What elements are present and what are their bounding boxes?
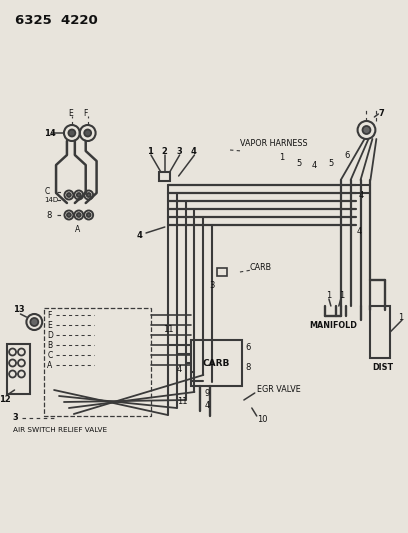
Text: 13: 13 — [13, 304, 24, 313]
Text: 10: 10 — [257, 416, 267, 424]
Text: 8: 8 — [46, 211, 51, 220]
Text: 1: 1 — [147, 148, 153, 157]
Text: F: F — [84, 109, 88, 117]
Text: 1: 1 — [326, 290, 331, 300]
Bar — [44, 308, 151, 416]
Circle shape — [363, 126, 370, 134]
Bar — [217, 268, 227, 276]
Text: 2: 2 — [162, 148, 168, 157]
Text: EGR VALVE: EGR VALVE — [257, 385, 301, 394]
Text: CARB: CARB — [250, 263, 272, 272]
Text: 3: 3 — [177, 148, 182, 157]
Text: AIR SWITCH RELIEF VALVE: AIR SWITCH RELIEF VALVE — [13, 427, 106, 433]
Text: 8: 8 — [245, 364, 250, 373]
Circle shape — [67, 193, 71, 197]
Text: D: D — [47, 330, 53, 340]
Circle shape — [67, 213, 71, 217]
Text: 4: 4 — [359, 191, 364, 200]
Text: DIST: DIST — [373, 364, 394, 373]
Text: 14D: 14D — [44, 197, 58, 203]
Bar — [159, 172, 170, 181]
Text: 6325  4220: 6325 4220 — [15, 13, 97, 27]
Text: C: C — [47, 351, 52, 359]
Text: 4: 4 — [357, 227, 362, 236]
Circle shape — [77, 193, 81, 197]
Circle shape — [87, 193, 91, 197]
Text: B: B — [47, 341, 52, 350]
Text: E: E — [68, 109, 73, 117]
Text: 11: 11 — [177, 398, 187, 407]
Text: 1: 1 — [398, 312, 404, 321]
Text: 5: 5 — [296, 158, 302, 167]
Text: 6: 6 — [245, 343, 250, 352]
Circle shape — [87, 213, 91, 217]
Text: F: F — [47, 311, 51, 319]
Text: CARB: CARB — [202, 359, 230, 367]
Text: 6: 6 — [345, 150, 350, 159]
Circle shape — [84, 130, 91, 136]
Text: A: A — [75, 224, 80, 233]
Text: 1: 1 — [339, 290, 344, 300]
Text: 11: 11 — [163, 326, 173, 335]
Text: 4: 4 — [136, 231, 142, 240]
Text: A: A — [47, 360, 52, 369]
Text: 4: 4 — [312, 161, 317, 171]
Circle shape — [77, 213, 81, 217]
Bar — [370, 306, 390, 358]
Text: C: C — [44, 188, 49, 197]
Text: 14: 14 — [44, 128, 56, 138]
Text: 4: 4 — [191, 148, 196, 157]
Text: 4: 4 — [204, 401, 210, 410]
Text: 3: 3 — [13, 414, 18, 423]
Text: 3: 3 — [209, 281, 215, 290]
Text: 12: 12 — [0, 395, 11, 405]
Bar — [7, 344, 30, 394]
Text: 5: 5 — [328, 158, 333, 167]
Text: E: E — [47, 320, 52, 329]
Text: 1: 1 — [279, 154, 285, 163]
Text: 4: 4 — [177, 366, 182, 375]
Circle shape — [69, 130, 75, 136]
Text: 7: 7 — [378, 109, 384, 118]
Text: 9: 9 — [204, 390, 210, 399]
Text: VAPOR HARNESS: VAPOR HARNESS — [240, 140, 308, 149]
Circle shape — [30, 318, 38, 326]
Bar — [191, 340, 242, 386]
Text: MANIFOLD: MANIFOLD — [309, 321, 357, 330]
